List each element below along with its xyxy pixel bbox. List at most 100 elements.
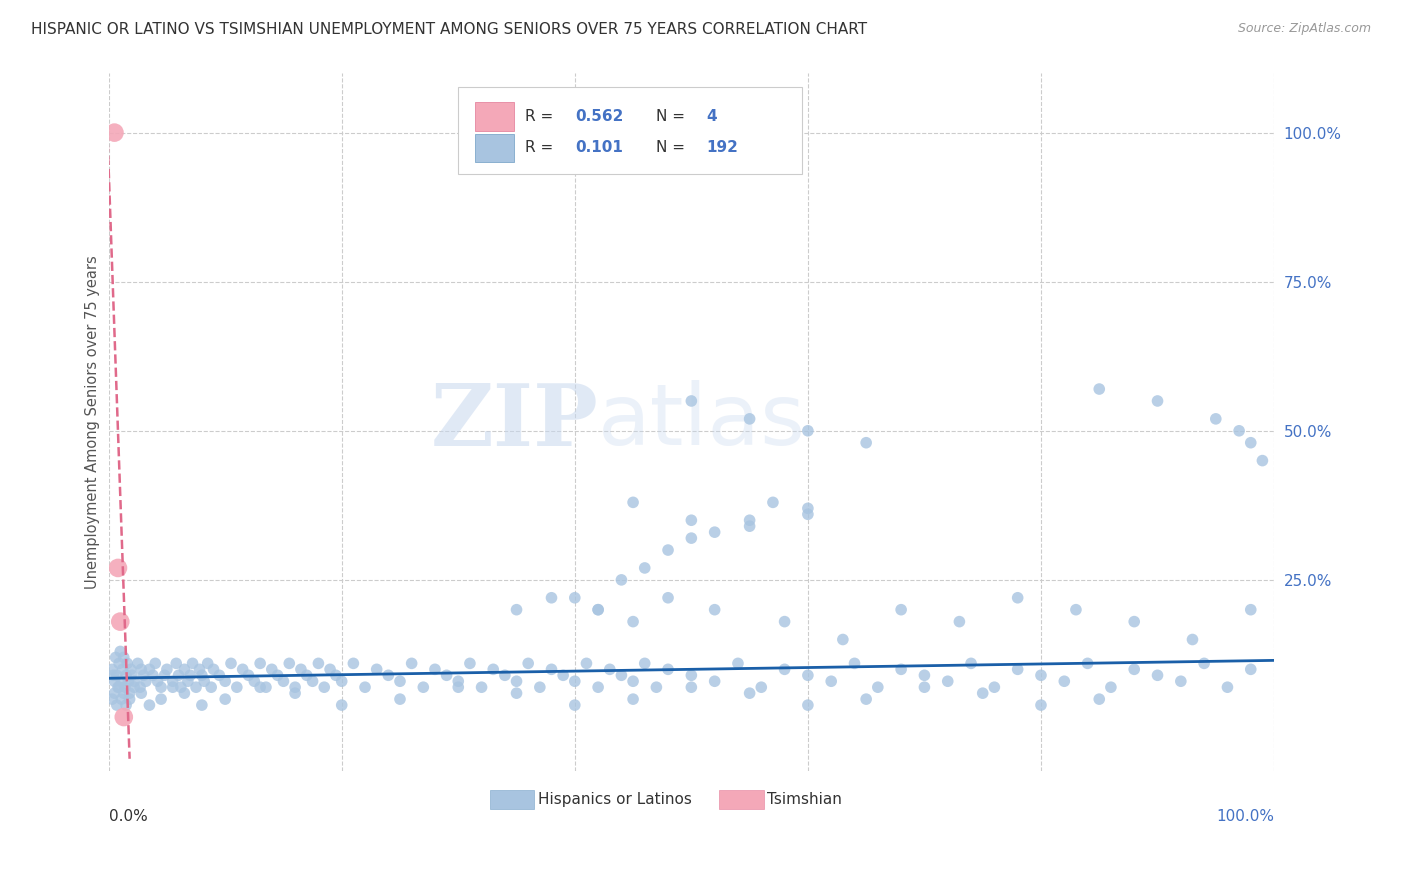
Point [866,680,889,694]
FancyBboxPatch shape [720,789,763,809]
Point [129,662,152,676]
Point [972,686,994,700]
Point [1146,394,1168,409]
Point [1205,412,1227,426]
Point [103,686,125,700]
Point [471,680,494,694]
Point [1240,435,1263,450]
Point [254,680,277,694]
Point [912,668,935,682]
Point [1088,382,1111,396]
Point [564,698,586,712]
Point [110,615,132,629]
Point [117,674,139,689]
Point [657,543,679,558]
Point [112,686,135,700]
Point [197,657,219,671]
Point [703,603,725,617]
Point [621,692,644,706]
Point [703,674,725,689]
Point [112,710,135,724]
Point [290,662,312,676]
Point [1146,668,1168,682]
Point [1192,657,1215,671]
Point [575,657,598,671]
Point [273,674,295,689]
Point [110,674,132,689]
Text: N =: N = [657,109,690,124]
Point [110,692,132,706]
Text: 0.101: 0.101 [575,140,623,155]
Point [114,680,136,694]
Text: Source: ZipAtlas.com: Source: ZipAtlas.com [1237,22,1371,36]
Point [167,668,190,682]
Point [191,668,214,682]
Point [564,591,586,605]
Point [354,680,377,694]
Point [249,657,271,671]
Point [214,692,236,706]
FancyBboxPatch shape [489,789,534,809]
Point [377,668,399,682]
Text: HISPANIC OR LATINO VS TSIMSHIAN UNEMPLOYMENT AMONG SENIORS OVER 75 YEARS CORRELA: HISPANIC OR LATINO VS TSIMSHIAN UNEMPLOY… [31,22,868,37]
Point [797,424,820,438]
Point [107,680,129,694]
Point [301,674,323,689]
Point [177,674,200,689]
Point [295,668,318,682]
Y-axis label: Unemployment Among Seniors over 75 years: Unemployment Among Seniors over 75 years [86,255,100,589]
Point [150,692,173,706]
Point [983,680,1005,694]
Text: R =: R = [524,140,558,155]
Text: 192: 192 [706,140,738,155]
Text: Hispanics or Latinos: Hispanics or Latinos [537,792,692,806]
Point [219,657,242,671]
Point [621,495,644,509]
Point [505,686,527,700]
Text: 4: 4 [706,109,717,124]
Point [179,668,201,682]
Point [645,680,668,694]
Point [214,674,236,689]
Point [156,662,179,676]
Point [325,668,347,682]
Point [121,668,143,682]
Point [1123,615,1146,629]
Point [138,698,160,712]
Point [232,662,254,676]
Point [142,668,165,682]
Point [599,662,621,676]
Point [153,668,176,682]
Point [447,680,470,694]
Point [890,603,912,617]
FancyBboxPatch shape [458,87,801,174]
Point [108,657,131,671]
Point [188,662,211,676]
Point [108,680,131,694]
Point [634,657,657,671]
Point [681,668,703,682]
Point [243,674,266,689]
Point [681,394,703,409]
Point [505,603,527,617]
FancyBboxPatch shape [475,103,515,131]
Point [112,650,135,665]
Point [401,657,423,671]
Point [586,603,609,617]
Point [1123,662,1146,676]
Point [191,698,214,712]
Point [1007,591,1029,605]
Point [200,680,222,694]
Point [797,698,820,712]
Point [773,662,796,676]
Point [1251,453,1274,467]
Point [517,657,540,671]
Point [855,692,877,706]
Point [1216,680,1239,694]
Point [831,632,853,647]
Point [107,561,129,575]
Point [657,591,679,605]
Point [314,680,336,694]
Point [110,644,132,658]
Point [657,662,679,676]
